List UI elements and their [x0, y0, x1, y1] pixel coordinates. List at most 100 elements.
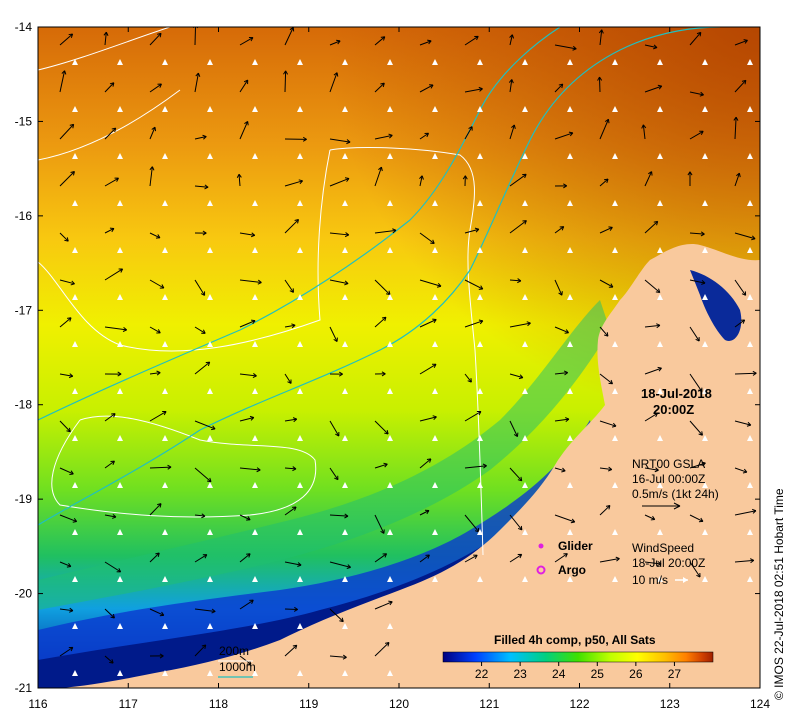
current-arrowhead [474, 227, 480, 233]
current-arrow [239, 320, 256, 328]
current-arrowhead [383, 462, 388, 468]
current-arrow [644, 412, 658, 422]
current-arrowhead [69, 123, 75, 129]
wind-arrow [477, 247, 483, 253]
current-arrow [464, 228, 479, 234]
current-arrow [59, 123, 75, 140]
current-arrowhead [333, 337, 338, 342]
wind-arrow [477, 294, 483, 300]
current-arrowhead [473, 554, 478, 559]
current-arrow [509, 467, 523, 482]
current-arrowhead [565, 417, 570, 423]
current-arrow [734, 173, 740, 187]
current-arrow [689, 514, 704, 522]
wind-arrow [432, 106, 438, 112]
current-arrowhead [339, 617, 344, 623]
current-arrow [239, 467, 261, 471]
current-arrowhead [432, 415, 437, 421]
current-arrowhead [336, 39, 341, 45]
current-arrow [464, 514, 480, 533]
current-arrowhead [696, 572, 701, 578]
wind-arrow [387, 294, 393, 300]
current-arrow [329, 655, 347, 658]
wind-arrow [297, 388, 303, 394]
current-arrowhead [432, 363, 437, 369]
current-arrowhead [211, 425, 216, 431]
current-arrow [284, 180, 303, 187]
wind-arrow [657, 294, 663, 300]
current-arrowhead [436, 282, 442, 288]
wind-arrow [252, 200, 258, 206]
current-arrowhead [155, 552, 160, 557]
wind-arrow [207, 576, 213, 582]
current-arrowhead [72, 518, 78, 523]
wind-arrow [567, 247, 573, 253]
current-arrow [509, 279, 521, 282]
current-arrowhead [202, 554, 208, 559]
current-arrowhead [478, 86, 483, 92]
current-arrow [419, 363, 437, 375]
wind-arrow [702, 341, 708, 347]
wind-arrow [702, 482, 708, 488]
current-arrow [509, 514, 523, 531]
wind-arrow [297, 153, 303, 159]
current-arrow [554, 418, 569, 422]
wind-arrow [657, 106, 663, 112]
current-arrow [374, 134, 393, 140]
wind-arrow [522, 529, 528, 535]
lon-tick-label: 120 [389, 697, 409, 711]
current-arrowhead [388, 133, 393, 139]
current-arrow [419, 319, 437, 328]
wind-arrow [477, 341, 483, 347]
current-arrow [149, 83, 162, 93]
current-arrowhead [467, 378, 472, 383]
current-arrowhead [111, 127, 117, 133]
current-arrow [104, 326, 127, 331]
current-arrowhead [572, 45, 577, 51]
current-arrowhead [155, 234, 161, 239]
current-arrow [734, 559, 754, 563]
wind-arrow [612, 247, 618, 253]
current-arrow [284, 561, 302, 566]
wind-arrow [747, 341, 753, 347]
current-arrow [329, 467, 339, 480]
current-arrowhead [736, 172, 741, 178]
wind-arrow [702, 576, 708, 582]
current-arrow [374, 642, 390, 657]
current-arrow [149, 232, 161, 239]
current-arrowhead [424, 132, 429, 138]
current-arrowhead [751, 235, 756, 241]
current-arrowhead [478, 285, 484, 290]
wind-arrow [117, 529, 123, 535]
current-arrowhead [151, 126, 157, 132]
current-arrowhead [425, 554, 430, 559]
wind-arrow [477, 576, 483, 582]
wind-arrow [522, 576, 528, 582]
current-arrowhead [66, 427, 71, 433]
current-arrowhead [159, 653, 164, 659]
wind-arrow [432, 341, 438, 347]
current-arrowhead [236, 173, 242, 178]
wind-arrow [567, 388, 573, 394]
current-arrowhead [608, 226, 613, 231]
lat-tick-label: -19 [15, 492, 33, 506]
current-arrow [284, 373, 292, 384]
current-arrowhead [109, 659, 114, 664]
current-arrow [734, 319, 745, 328]
map-time: 20:00Z [653, 402, 694, 417]
wind-arrow [297, 670, 303, 676]
current-arrow [239, 417, 254, 422]
current-arrow [464, 279, 484, 290]
wind-arrow [252, 482, 258, 488]
current-arrow [284, 70, 287, 93]
current-arrow [419, 132, 429, 140]
wind-arrow [207, 247, 213, 253]
current-arrow [149, 466, 172, 469]
wind-arrow [702, 59, 708, 65]
current-arrowhead [338, 371, 343, 377]
current-arrowhead [695, 337, 700, 342]
current-arrow [509, 220, 527, 234]
current-arrow [104, 177, 119, 187]
glider-label: Glider [558, 539, 593, 553]
wind-scale-arrowhead [683, 577, 688, 583]
